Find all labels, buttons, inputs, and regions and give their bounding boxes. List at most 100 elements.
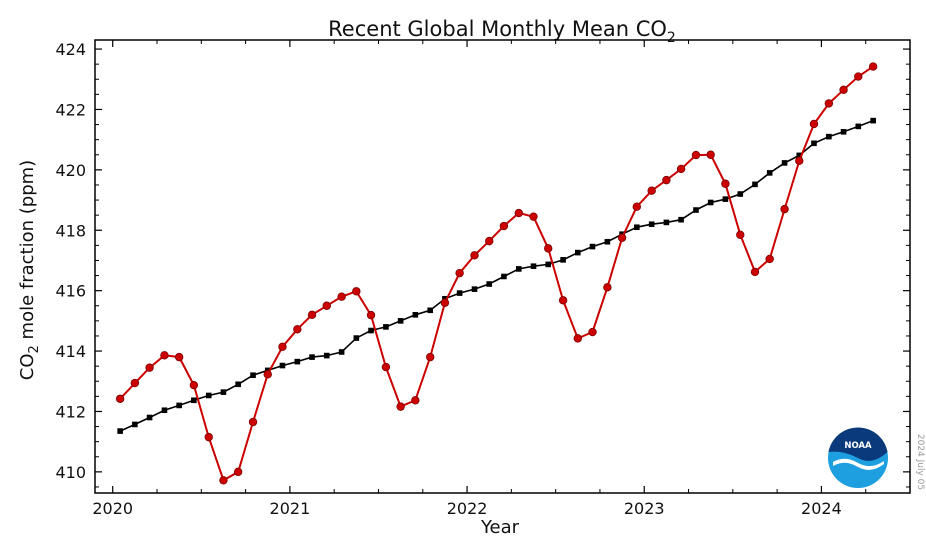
trend-point	[530, 263, 537, 269]
trend-point	[220, 389, 227, 395]
monthly-point	[795, 156, 804, 165]
trend-point	[781, 160, 788, 166]
trend-point	[471, 286, 478, 292]
monthly-point	[647, 186, 656, 195]
trend-point	[826, 133, 832, 140]
monthly-point	[868, 62, 878, 71]
y-tick-label: 422	[55, 100, 86, 119]
monthly-point	[204, 432, 213, 442]
monthly-point	[809, 119, 819, 129]
trend-point	[693, 207, 699, 213]
monthly-point	[130, 378, 140, 388]
monthly-point	[352, 287, 361, 296]
monthly-point	[219, 476, 228, 485]
monthly-point	[293, 325, 302, 334]
monthly-point	[721, 179, 730, 188]
trend-point	[161, 407, 168, 414]
monthly-point	[307, 310, 317, 320]
monthly-point	[691, 150, 701, 160]
monthly-point	[263, 370, 272, 379]
trend-point	[294, 358, 301, 365]
trend-point	[383, 324, 389, 330]
monthly-point	[676, 164, 686, 174]
trend-point	[589, 243, 596, 250]
monthly-point	[381, 362, 391, 372]
trend-point	[117, 428, 123, 434]
monthly-point	[588, 327, 597, 337]
trend-point	[279, 362, 286, 369]
x-tick-label: 2022	[447, 499, 488, 518]
monthly-point	[632, 202, 641, 211]
y-axis-label-subscript: 2	[27, 345, 42, 353]
trend-point	[811, 140, 817, 147]
trend-point	[648, 221, 655, 228]
trend-point	[338, 349, 345, 355]
y-tick-label: 418	[55, 221, 86, 240]
monthly-point	[337, 292, 346, 301]
y-tick-label: 420	[55, 161, 86, 180]
trend-point	[501, 273, 507, 280]
trend-point	[840, 129, 847, 135]
trend-point	[486, 281, 493, 287]
monthly-point	[115, 394, 125, 403]
trend-point	[560, 257, 566, 263]
monthly-point	[839, 85, 848, 95]
chart-title-subscript: 2	[667, 30, 676, 46]
monthly-point	[233, 467, 243, 477]
trend-point	[427, 307, 434, 314]
monthly-point	[573, 334, 582, 343]
logo-sky	[828, 427, 888, 461]
trend-point	[235, 381, 241, 388]
trend-point	[176, 402, 182, 409]
trend-point	[516, 266, 522, 272]
monthly-point	[278, 342, 287, 352]
x-tick-label: 2024	[801, 499, 842, 518]
monthly-point	[603, 283, 612, 292]
x-tick-label: 2020	[92, 499, 133, 518]
trend-point	[604, 238, 611, 245]
logo-text: NOAA	[844, 441, 872, 451]
trend-point	[397, 318, 404, 324]
monthly-point	[765, 254, 774, 264]
monthly-point	[706, 150, 715, 159]
trend-point	[353, 335, 360, 341]
monthly-point	[662, 175, 671, 185]
monthly-point	[189, 380, 199, 390]
monthly-point	[160, 351, 169, 360]
monthly-point	[396, 402, 405, 411]
y-tick-label: 412	[55, 402, 86, 421]
y-axis-label: CO2 mole fraction (ppm)	[17, 160, 42, 380]
y-tick-label: 410	[55, 463, 86, 482]
monthly-point	[174, 352, 184, 362]
trend-point	[722, 196, 729, 202]
x-tick-label: 2023	[624, 499, 665, 518]
y-tick-label: 416	[55, 282, 86, 301]
chart-title: Recent Global Monthly Mean CO2	[328, 17, 676, 46]
trend-point	[633, 224, 640, 231]
trend-point	[737, 191, 744, 197]
trend-series-line	[119, 119, 874, 432]
monthly-point	[426, 352, 435, 362]
trend-point	[412, 312, 419, 318]
trend-point	[574, 249, 581, 256]
monthly-point	[322, 301, 331, 310]
date-stamp: 2024 July 05	[915, 434, 925, 490]
trend-point	[191, 397, 197, 404]
y-tick-label: 414	[55, 342, 86, 361]
monthly-point	[544, 244, 553, 253]
trend-point	[146, 414, 153, 421]
trend-point	[663, 219, 670, 226]
trend-point	[796, 152, 803, 159]
monthly-point	[780, 204, 789, 214]
monthly-point	[824, 99, 834, 108]
trend-point	[766, 170, 773, 176]
trend-point	[368, 327, 374, 334]
monthly-point	[411, 396, 420, 405]
monthly-point	[558, 296, 568, 305]
trend-point	[870, 117, 876, 124]
monthly-point	[470, 251, 479, 260]
x-axis-label: Year	[480, 517, 520, 538]
trend-point	[855, 123, 862, 130]
monthly-point	[366, 310, 376, 320]
